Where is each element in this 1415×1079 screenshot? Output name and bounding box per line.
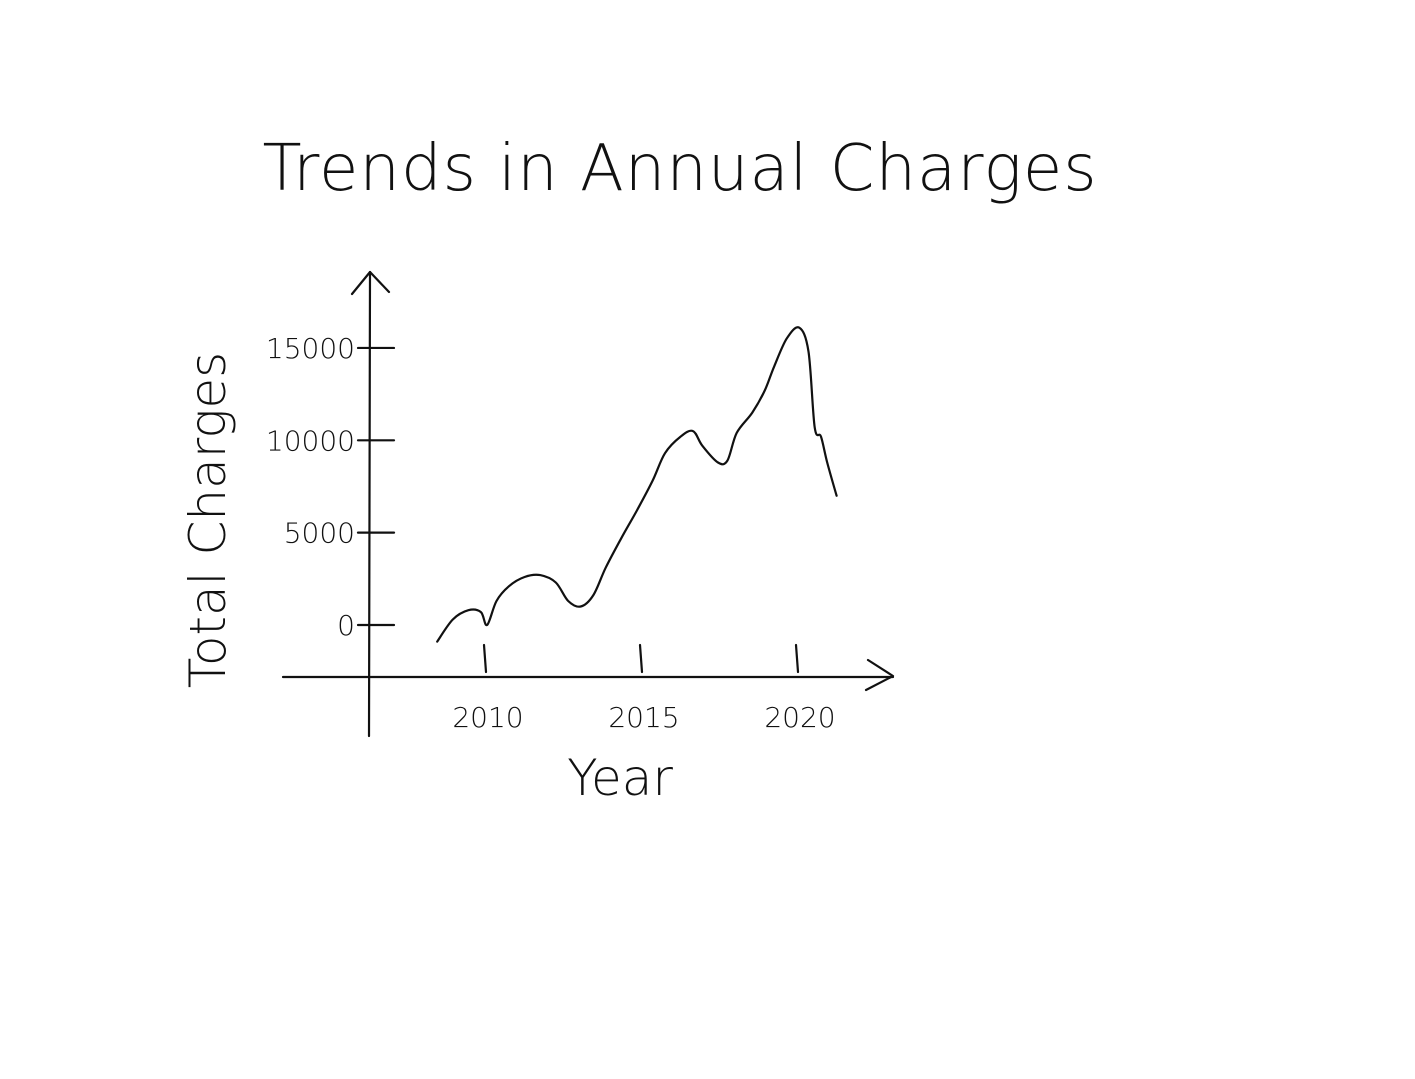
x-axis-arrowhead — [864, 658, 895, 692]
x-tick-label: 2010 — [452, 701, 523, 734]
x-tick-mark — [638, 643, 644, 674]
x-axis — [281, 658, 895, 692]
y-ticks: 0 5000 10000 15000 — [266, 332, 396, 642]
y-axis-line — [367, 270, 372, 738]
x-axis-label: Year — [567, 749, 673, 807]
y-axis — [350, 270, 391, 738]
chart-title: Trends in Annual Charges — [262, 132, 1097, 206]
y-tick-label: 15000 — [266, 332, 355, 365]
x-tick-label: 2015 — [608, 701, 679, 734]
line-series — [436, 326, 838, 643]
y-axis-arrowhead — [350, 270, 391, 296]
y-tick-label: 10000 — [266, 424, 355, 457]
y-tick-label: 0 — [337, 609, 355, 642]
x-tick-mark — [794, 643, 800, 674]
y-tick-label: 5000 — [284, 517, 355, 550]
x-tick-mark — [482, 643, 488, 674]
x-tick-label: 2020 — [764, 701, 835, 734]
x-ticks: 2010 2015 2020 — [452, 643, 836, 734]
y-axis-label: Total Charges — [179, 352, 237, 688]
